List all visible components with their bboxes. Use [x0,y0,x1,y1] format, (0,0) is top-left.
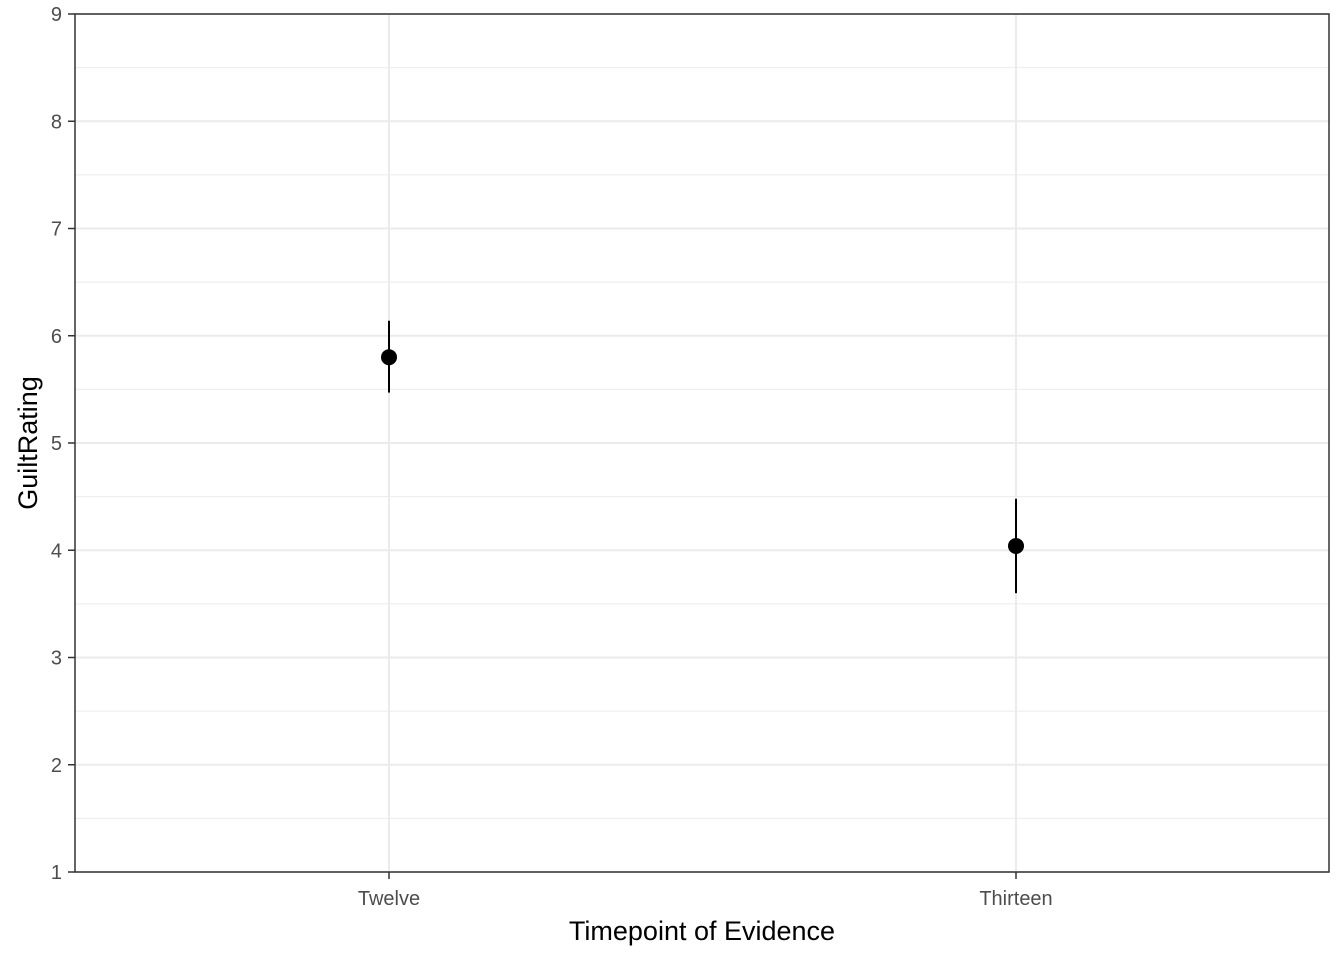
major-gridlines [75,13,1329,873]
error-bars [388,320,1017,594]
y-tick-label: 1 [51,862,62,884]
data-point [1008,537,1024,554]
y-tick-label: 6 [51,326,62,348]
y-tick-label: 5 [51,433,62,455]
y-tick-label: 8 [51,111,62,133]
y-tick-label: 2 [51,755,62,777]
y-tick-label: 3 [51,648,62,670]
minor-gridlines [75,67,1329,819]
data-points [381,349,1024,554]
y-axis-ticks: 1 2 3 4 5 6 7 8 9 [51,4,75,884]
y-tick-label: 4 [51,540,62,562]
y-axis-title: GuiltRating [13,376,43,510]
y-tick-label: 9 [51,4,62,26]
x-tick-label: Twelve [358,888,420,910]
x-axis-title: Timepoint of Evidence [569,916,835,946]
y-tick-label: 7 [51,219,62,241]
data-point [381,349,397,366]
x-tick-label: Thirteen [979,888,1052,910]
x-axis-ticks: Twelve Thirteen [358,872,1053,910]
